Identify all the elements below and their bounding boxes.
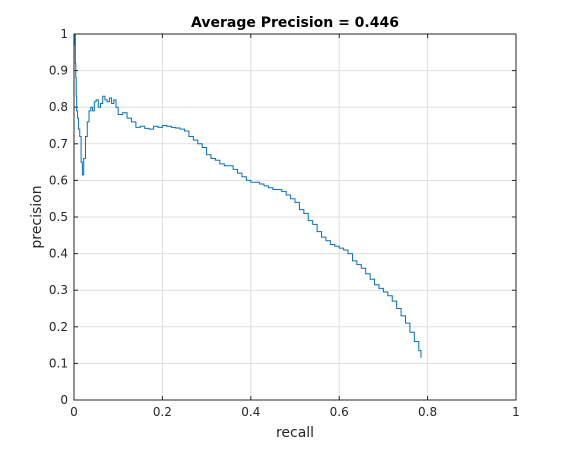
x-tick-label: 1 [512, 405, 520, 419]
x-tick-label: 0.4 [241, 405, 260, 419]
chart-title: Average Precision = 0.446 [191, 15, 399, 31]
y-axis-label: precision [29, 185, 45, 248]
y-tick-label: 0.1 [49, 356, 68, 370]
y-tick-label: 0.9 [49, 64, 68, 78]
x-tick-label: 0.2 [153, 405, 172, 419]
y-tick-label: 0.4 [49, 247, 68, 261]
x-tick-label: 0.8 [418, 405, 437, 419]
precision-recall-curve [73, 33, 422, 358]
y-tick-label: 0.2 [49, 320, 68, 334]
y-tick-label: 0.3 [49, 283, 68, 297]
x-axis-label: recall [276, 425, 314, 441]
x-tick-labels: 0 0.2 0.4 0.6 0.8 1 [70, 405, 520, 419]
x-tick-label: 0.6 [330, 405, 349, 419]
y-tick-label: 0.7 [49, 137, 68, 151]
y-tick-label: 0.5 [49, 210, 68, 224]
y-tick-labels: 0 0.1 0.2 0.3 0.4 0.5 0.6 0.7 0.8 0.9 1 [49, 27, 68, 407]
y-tick-label: 0.6 [49, 173, 68, 187]
y-tick-label: 0.8 [49, 100, 68, 114]
y-tick-label: 1 [60, 27, 68, 41]
y-tick-label: 0 [60, 393, 68, 407]
x-tick-label: 0 [70, 405, 78, 419]
axes-box [73, 33, 517, 401]
